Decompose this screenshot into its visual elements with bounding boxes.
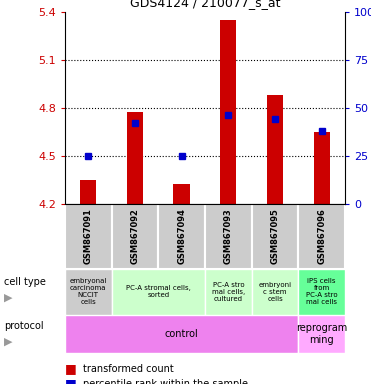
Text: PC-A stromal cells,
sorted: PC-A stromal cells, sorted [126, 285, 191, 298]
Bar [205, 204, 252, 269]
Bar [112, 204, 158, 269]
Text: iPS cells
from
PC-A stro
mal cells: iPS cells from PC-A stro mal cells [306, 278, 338, 305]
Bar [252, 204, 298, 269]
Text: control: control [165, 329, 198, 339]
Text: ▶: ▶ [4, 293, 12, 303]
Title: GDS4124 / 210077_s_at: GDS4124 / 210077_s_at [130, 0, 280, 9]
Bar [80, 180, 96, 204]
Text: transformed count: transformed count [83, 364, 174, 374]
Bar [65, 315, 298, 353]
Bar [313, 132, 330, 204]
Text: embryoni
c stem
cells: embryoni c stem cells [259, 282, 292, 302]
Text: GSM867093: GSM867093 [224, 208, 233, 264]
Bar [158, 204, 205, 269]
Bar [298, 204, 345, 269]
Text: embryonal
carcinoma
NCCIT
cells: embryonal carcinoma NCCIT cells [70, 278, 107, 305]
Bar [127, 113, 143, 204]
Text: GSM867094: GSM867094 [177, 208, 186, 264]
Text: GSM867092: GSM867092 [131, 208, 139, 264]
Text: reprogram
ming: reprogram ming [296, 323, 347, 345]
Text: GSM867095: GSM867095 [270, 208, 279, 264]
Bar [112, 269, 205, 315]
Bar [205, 269, 252, 315]
Bar [298, 315, 345, 353]
Text: cell type: cell type [4, 277, 46, 287]
Text: ■: ■ [65, 362, 77, 375]
Bar [252, 269, 298, 315]
Text: ■: ■ [65, 377, 77, 384]
Bar [267, 95, 283, 204]
Text: GSM867096: GSM867096 [317, 208, 326, 264]
Text: protocol: protocol [4, 321, 43, 331]
Text: percentile rank within the sample: percentile rank within the sample [83, 379, 249, 384]
Text: GSM867091: GSM867091 [84, 208, 93, 264]
Text: ▶: ▶ [4, 337, 12, 347]
Bar [65, 269, 112, 315]
Bar [298, 269, 345, 315]
Text: PC-A stro
mal cells,
cultured: PC-A stro mal cells, cultured [212, 282, 245, 302]
Bar [220, 20, 236, 204]
Bar [65, 204, 112, 269]
Bar [174, 184, 190, 204]
